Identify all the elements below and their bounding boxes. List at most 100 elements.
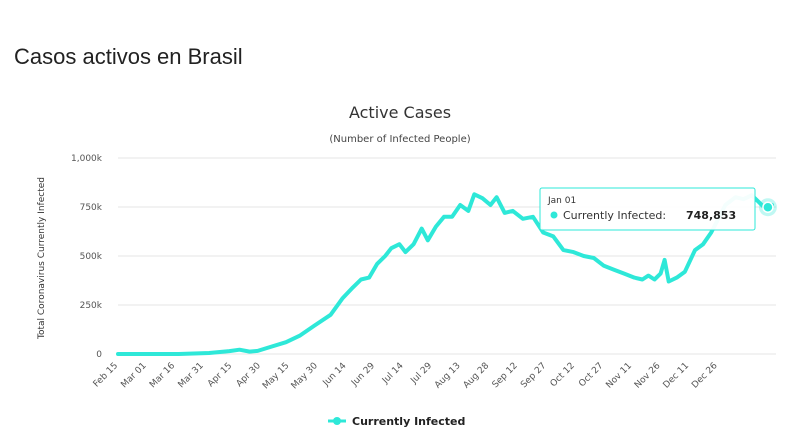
y-tick-label: 500k bbox=[80, 252, 103, 262]
data-point bbox=[660, 273, 662, 275]
x-tick-label: Jul 29 bbox=[409, 361, 435, 387]
data-point bbox=[285, 341, 287, 343]
tooltip-box bbox=[539, 187, 756, 231]
data-point bbox=[684, 271, 686, 273]
data-point bbox=[427, 239, 429, 241]
data-point bbox=[641, 278, 644, 281]
x-tick-label: Feb 15 bbox=[92, 361, 120, 389]
data-point bbox=[552, 235, 554, 237]
x-tick-label: Oct 27 bbox=[577, 361, 605, 389]
data-point bbox=[647, 275, 650, 277]
data-point bbox=[117, 353, 119, 355]
data-point bbox=[459, 204, 461, 206]
data-point bbox=[208, 352, 210, 354]
x-tick-label: Sep 27 bbox=[519, 361, 548, 390]
data-point bbox=[238, 349, 241, 351]
data-point bbox=[702, 243, 704, 245]
data-point bbox=[178, 353, 180, 355]
y-axis-ticks: 0 250k 500k 750k 1,000k bbox=[71, 154, 103, 360]
data-point bbox=[257, 350, 259, 352]
data-point bbox=[404, 251, 407, 253]
x-tick-label: Nov 26 bbox=[633, 361, 663, 391]
tooltip-value: 748,853 bbox=[686, 209, 736, 222]
data-point bbox=[593, 257, 595, 259]
data-point bbox=[512, 210, 514, 212]
data-point bbox=[368, 277, 370, 279]
data-point bbox=[376, 263, 378, 265]
data-point bbox=[694, 249, 696, 251]
x-tick-label: Mar 01 bbox=[119, 361, 148, 390]
x-tick-label: Jun 29 bbox=[349, 361, 377, 389]
data-point bbox=[473, 193, 475, 195]
y-tick-label: 750k bbox=[80, 203, 103, 213]
data-point bbox=[352, 286, 354, 288]
data-point bbox=[413, 243, 415, 245]
data-point bbox=[583, 255, 585, 257]
data-point bbox=[603, 265, 605, 267]
data-point bbox=[542, 231, 544, 234]
data-point bbox=[668, 280, 670, 283]
data-point bbox=[522, 218, 524, 220]
legend[interactable]: Currently Infected bbox=[328, 415, 465, 428]
data-point bbox=[390, 247, 392, 249]
tooltip-series-marker bbox=[550, 211, 558, 219]
data-point bbox=[757, 200, 759, 202]
data-point bbox=[398, 243, 400, 245]
legend-item-label[interactable]: Currently Infected bbox=[352, 415, 465, 428]
data-point bbox=[467, 210, 469, 212]
data-point bbox=[633, 277, 635, 279]
legend-marker-icon bbox=[333, 417, 341, 425]
page-heading: Casos activos en Brasil bbox=[14, 44, 243, 69]
chart-subtitle: (Number of Infected People) bbox=[329, 134, 470, 145]
data-point bbox=[489, 204, 492, 206]
data-point bbox=[360, 278, 362, 281]
data-point bbox=[664, 259, 666, 261]
data-point bbox=[532, 216, 534, 218]
data-point bbox=[623, 273, 625, 275]
data-point bbox=[435, 226, 437, 228]
data-point bbox=[342, 297, 344, 299]
x-tick-label: May 30 bbox=[290, 361, 321, 392]
x-axis-ticks: Feb 15 Mar 01 Mar 16 Mar 31 Apr 15 Apr 30May … bbox=[92, 361, 720, 392]
x-tick-label: Oct 12 bbox=[549, 361, 577, 389]
hover-point[interactable] bbox=[762, 201, 774, 213]
y-axis-title: Total Coronavirus Currently Infected bbox=[37, 177, 47, 340]
x-tick-label: May 15 bbox=[261, 361, 291, 391]
chart-title: Active Cases bbox=[349, 103, 451, 122]
data-point bbox=[443, 216, 445, 218]
y-tick-label: 0 bbox=[96, 350, 102, 360]
x-tick-label: Nov 11 bbox=[604, 361, 634, 391]
data-point bbox=[572, 251, 575, 253]
data-point bbox=[562, 249, 565, 251]
y-tick-label: 250k bbox=[80, 301, 103, 311]
x-tick-label: Aug 28 bbox=[462, 361, 492, 391]
x-tick-label: Apr 15 bbox=[206, 361, 234, 389]
series-line-currently-infected bbox=[116, 192, 774, 356]
data-point bbox=[249, 351, 251, 353]
y-tick-label: 1,000k bbox=[71, 154, 103, 164]
data-point bbox=[384, 255, 386, 257]
gridlines bbox=[118, 157, 776, 355]
x-tick-label: Dec 26 bbox=[690, 361, 720, 391]
data-point bbox=[228, 350, 230, 352]
x-tick-label: Jun 14 bbox=[321, 361, 349, 389]
x-tick-label: Aug 13 bbox=[433, 361, 463, 391]
data-point bbox=[421, 228, 423, 230]
data-point bbox=[269, 346, 271, 348]
x-tick-label: Dec 11 bbox=[662, 361, 692, 391]
tooltip-label: Currently Infected: bbox=[563, 209, 666, 222]
x-tick-label: Jul 14 bbox=[380, 361, 406, 387]
data-point bbox=[299, 334, 301, 336]
data-point bbox=[451, 216, 453, 218]
x-tick-label: Mar 16 bbox=[148, 361, 177, 390]
data-point bbox=[613, 269, 615, 271]
tooltip-date: Jan 01 bbox=[547, 196, 576, 206]
data-point bbox=[313, 325, 315, 327]
data-point bbox=[676, 277, 678, 279]
data-point bbox=[504, 212, 506, 214]
tooltip: Jan 01 Currently Infected: 748,853 bbox=[539, 187, 756, 231]
data-point bbox=[481, 197, 483, 199]
x-tick-label: Sep 12 bbox=[491, 361, 520, 390]
data-point bbox=[710, 231, 712, 234]
